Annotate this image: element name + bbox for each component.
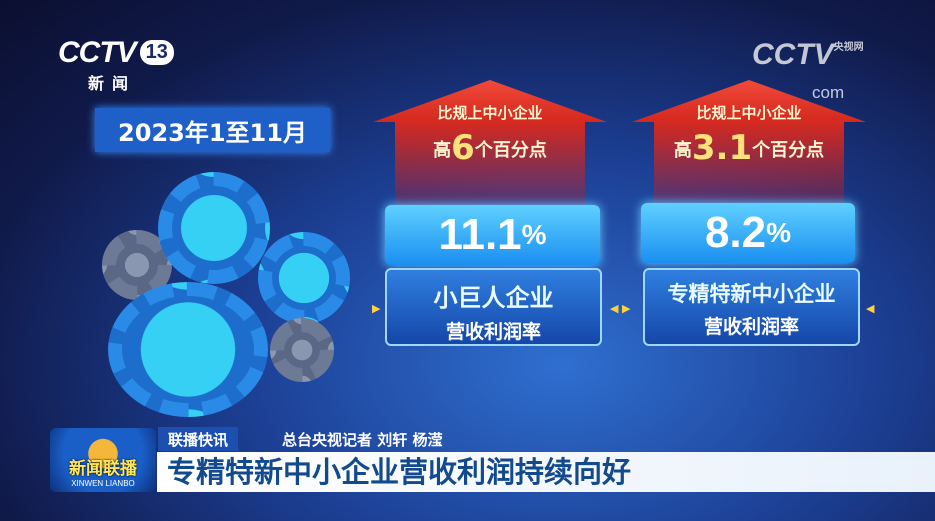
value-box-2: 8.2%	[641, 203, 855, 263]
value-box-1: 11.1%	[385, 205, 600, 265]
label-box-2: 专精特新中小企业 营收利润率	[643, 268, 860, 346]
cctv13-logo: CCTV 13 新闻	[58, 36, 174, 94]
label-box-1: 小巨人企业 营收利润率	[385, 268, 602, 346]
gear-icon	[158, 172, 270, 284]
gear-icon	[108, 282, 268, 417]
triangle-icon: ◀ ▶	[610, 302, 631, 315]
triangle-icon: ▶	[372, 302, 381, 315]
cctv-com-watermark: CCTV央视网 com	[752, 38, 864, 102]
triangle-icon: ◀	[866, 302, 875, 315]
news-tag: 联播快讯	[158, 427, 239, 451]
up-arrow-card-1: 比规上中小企业 高6个百分点	[373, 80, 607, 205]
up-arrow-card-2: 比规上中小企业 高3.1个百分点	[632, 80, 866, 205]
gear-icon	[270, 318, 334, 382]
headline: 专精特新中小企业营收利润持续向好	[157, 452, 935, 492]
xinwen-lianbo-logo: 新闻联播 XINWEN LIANBO	[50, 428, 156, 492]
reporter-credit: 总台央视记者 刘轩 杨滢	[282, 431, 443, 449]
gear-icon	[258, 232, 350, 324]
date-label: 2023年1至11月	[95, 108, 330, 152]
